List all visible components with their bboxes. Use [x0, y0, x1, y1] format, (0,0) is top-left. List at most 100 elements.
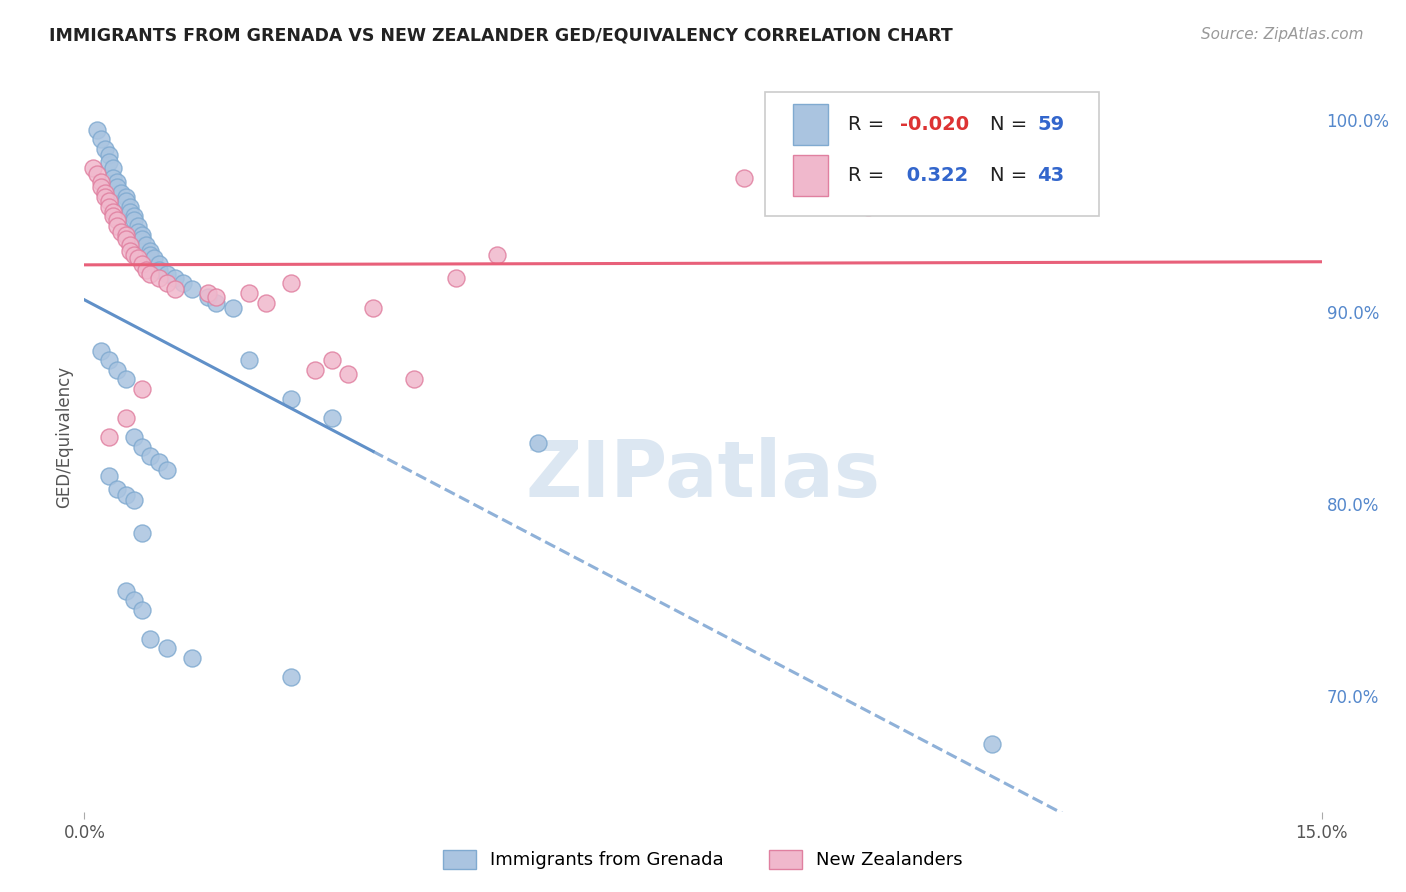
Point [280, 277, 302, 291]
Point [205, 290, 228, 304]
Point [165, 270, 187, 285]
Point [98, 194, 121, 208]
Point [110, 225, 132, 239]
Text: N =: N = [990, 115, 1033, 134]
Point [103, 209, 125, 223]
Point [90, 180, 112, 194]
Point [238, 353, 260, 368]
Point [148, 263, 170, 277]
Point [122, 209, 145, 223]
Text: IMMIGRANTS FROM GRENADA VS NEW ZEALANDER GED/EQUIVALENCY CORRELATION CHART: IMMIGRANTS FROM GRENADA VS NEW ZEALANDER… [49, 27, 953, 45]
Text: 43: 43 [1038, 166, 1064, 185]
Point [94, 186, 117, 200]
Text: ZIPatlas: ZIPatlas [526, 436, 880, 513]
Point [127, 219, 149, 233]
Point [103, 170, 125, 185]
Point [127, 252, 149, 266]
Point [103, 161, 125, 175]
Point [222, 301, 245, 316]
Point [139, 247, 162, 261]
Text: -0.020: -0.020 [900, 115, 969, 134]
Point [98, 468, 121, 483]
Point [156, 267, 179, 281]
Point [156, 463, 179, 477]
Point [135, 238, 157, 252]
Y-axis label: GED/Equivalency: GED/Equivalency [55, 366, 73, 508]
Point [122, 593, 145, 607]
Text: N =: N = [990, 166, 1033, 185]
Point [122, 247, 145, 261]
Point [148, 455, 170, 469]
Point [485, 247, 508, 261]
Point [127, 225, 149, 239]
Point [197, 285, 219, 300]
Point [882, 190, 904, 204]
Bar [793, 154, 828, 196]
Point [98, 200, 121, 214]
Point [86, 167, 108, 181]
Point [139, 267, 162, 281]
Point [98, 430, 121, 444]
Point [280, 670, 302, 684]
Point [114, 488, 136, 502]
Point [156, 641, 179, 656]
Text: R =: R = [848, 115, 890, 134]
Point [118, 200, 141, 214]
Point [122, 213, 145, 227]
Point [90, 175, 112, 189]
Point [238, 285, 260, 300]
Legend: Immigrants from Grenada, New Zealanders: Immigrants from Grenada, New Zealanders [434, 841, 972, 879]
Point [172, 277, 194, 291]
Bar [793, 103, 828, 145]
Point [118, 205, 141, 219]
Point [197, 290, 219, 304]
Point [122, 493, 145, 508]
Point [105, 213, 128, 227]
Point [105, 219, 128, 233]
Point [180, 651, 202, 665]
Point [131, 440, 153, 454]
Point [143, 252, 166, 266]
Text: 59: 59 [1038, 115, 1064, 134]
Point [205, 295, 228, 310]
Text: Source: ZipAtlas.com: Source: ZipAtlas.com [1201, 27, 1364, 42]
Point [131, 526, 153, 541]
Point [131, 257, 153, 271]
Point [114, 372, 136, 386]
Point [280, 392, 302, 406]
Text: R =: R = [848, 166, 890, 185]
Point [733, 170, 755, 185]
Point [105, 363, 128, 377]
Point [118, 238, 141, 252]
Point [165, 282, 187, 296]
FancyBboxPatch shape [765, 93, 1099, 216]
Point [103, 205, 125, 219]
Point [321, 353, 343, 368]
Point [105, 180, 128, 194]
Point [139, 450, 162, 464]
Point [131, 232, 153, 246]
Point [114, 232, 136, 246]
Point [110, 186, 132, 200]
Point [131, 382, 153, 396]
Point [135, 263, 157, 277]
Text: 0.322: 0.322 [900, 166, 967, 185]
Point [148, 257, 170, 271]
Point [118, 244, 141, 258]
Point [304, 363, 326, 377]
Point [114, 190, 136, 204]
Point [114, 228, 136, 243]
Point [139, 632, 162, 646]
Point [361, 301, 384, 316]
Point [122, 430, 145, 444]
Point [98, 155, 121, 169]
Point [856, 200, 879, 214]
Point [254, 295, 277, 310]
Point [86, 122, 108, 136]
Point [105, 175, 128, 189]
Point [90, 343, 112, 358]
Point [98, 147, 121, 161]
Point [114, 583, 136, 598]
Point [90, 132, 112, 146]
Point [131, 603, 153, 617]
